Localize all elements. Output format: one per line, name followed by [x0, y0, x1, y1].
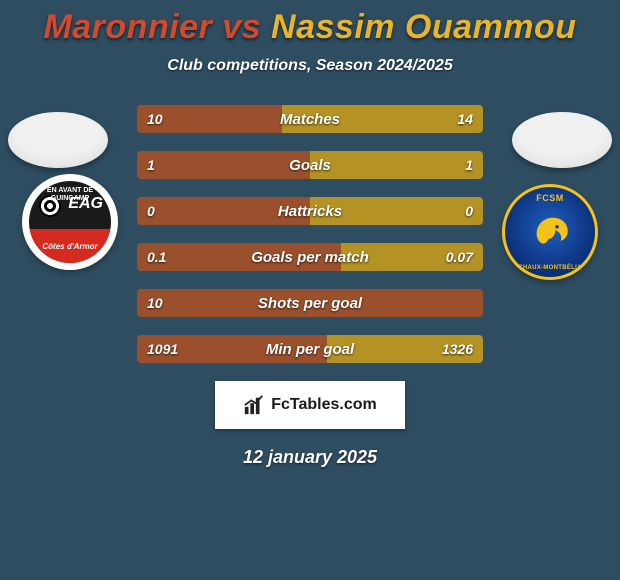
stat-bar-fill-left: [137, 151, 310, 179]
stat-bar-track: [137, 335, 483, 363]
comparison-card: Maronnier vs Nassim Ouammou Club competi…: [0, 0, 620, 580]
lion-icon: [522, 204, 578, 260]
stat-bar-fill-left: [137, 243, 341, 271]
club-right-abbr: FCSM: [505, 193, 595, 203]
stat-bar: Goals per match0.10.07: [137, 243, 483, 271]
club-badge-left: EAG EN AVANT DE GUINGAMP Côtes d'Armor: [22, 174, 118, 270]
stat-bar-track: [137, 105, 483, 133]
subtitle: Club competitions, Season 2024/2025: [0, 57, 620, 75]
stat-bars: Matches1014 Goals11 Hattricks00 Goals per m…: [137, 105, 483, 363]
club-left-line1: EN AVANT DE GUINGAMP: [29, 187, 111, 202]
club-badge-left-inner: EAG EN AVANT DE GUINGAMP Côtes d'Armor: [29, 181, 111, 263]
title-vs: vs: [222, 8, 261, 46]
stat-bar-fill-left: [137, 105, 282, 133]
stat-bar-fill-left: [137, 335, 327, 363]
stat-bar: Min per goal10911326: [137, 335, 483, 363]
title-player1: Maronnier: [43, 8, 212, 46]
player2-avatar: [512, 112, 612, 168]
stat-bar-track: [137, 151, 483, 179]
player1-avatar: [8, 112, 108, 168]
fctables-icon: [243, 394, 265, 416]
footer-date: 12 january 2025: [0, 447, 620, 468]
stat-bar-fill-right: [282, 105, 483, 133]
page-title: Maronnier vs Nassim Ouammou: [0, 8, 620, 47]
stat-bar-track: [137, 197, 483, 225]
stat-bar: Shots per goal10: [137, 289, 483, 317]
stat-bar-track: [137, 289, 483, 317]
title-player2: Nassim Ouammou: [271, 8, 577, 46]
club-badge-right: FCSM SOCHAUX-MONTBÉLIARD: [502, 184, 598, 280]
club-badge-right-inner: FCSM SOCHAUX-MONTBÉLIARD: [502, 184, 598, 280]
stat-bar-fill-left: [137, 289, 483, 317]
fctables-badge: FcTables.com: [215, 381, 405, 429]
stat-bar-fill-right: [310, 197, 483, 225]
stat-bar: Goals11: [137, 151, 483, 179]
stat-bar-fill-right: [310, 151, 483, 179]
stat-bar: Matches1014: [137, 105, 483, 133]
club-right-line2: SOCHAUX-MONTBÉLIARD: [505, 265, 595, 271]
stat-bar-fill-left: [137, 197, 310, 225]
club-left-line2: Côtes d'Armor: [42, 242, 97, 251]
stat-bar-fill-right: [341, 243, 483, 271]
stat-bar-fill-right: [327, 335, 483, 363]
stat-bar-track: [137, 243, 483, 271]
stat-bar: Hattricks00: [137, 197, 483, 225]
club-left-stripe: Côtes d'Armor: [29, 229, 111, 263]
fctables-text: FcTables.com: [271, 396, 377, 414]
